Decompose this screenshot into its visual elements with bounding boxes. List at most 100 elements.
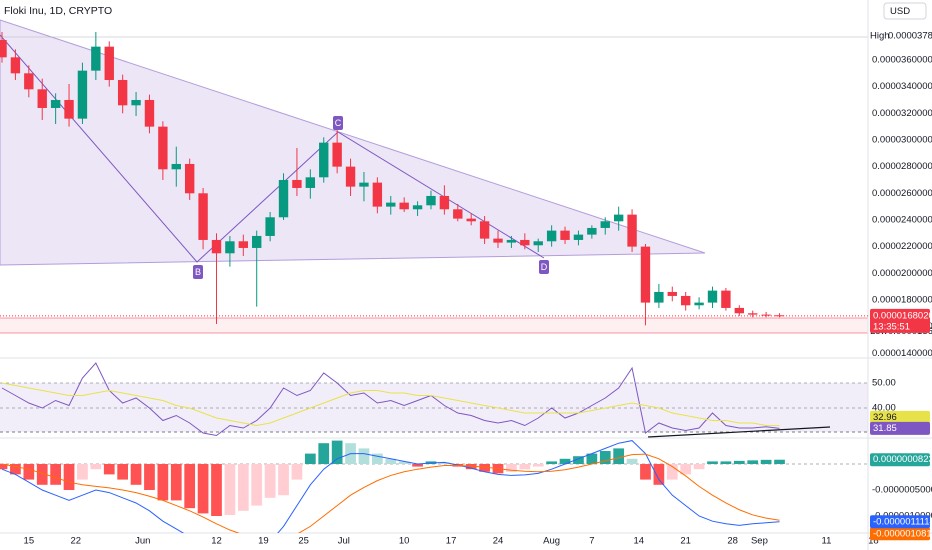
chart-title: Floki Inu, 1D, CRYPTO: [4, 5, 112, 17]
rsi-ma-badge: 32.96: [873, 412, 897, 423]
pane: [0, 362, 868, 437]
candle-body: [439, 195, 450, 210]
histogram-bar: [50, 463, 61, 485]
rsi-badge: 31.85: [873, 423, 897, 434]
candle-body: [238, 241, 248, 248]
x-tick-label: 7: [589, 536, 594, 547]
histogram-bar: [653, 463, 665, 485]
candle-body: [332, 142, 342, 167]
y-tick-label: 0.0000260000: [872, 188, 932, 199]
x-tick-label: 25: [298, 536, 309, 547]
histogram-bar: [211, 463, 222, 516]
macd-badge: -0.0000011114: [873, 516, 932, 527]
candle-body: [774, 315, 785, 317]
histogram-bar: [184, 463, 196, 509]
histogram-bar: [760, 459, 772, 464]
histogram-bar: [720, 461, 732, 464]
histogram-bar: [666, 463, 678, 480]
y-tick-label: 50.00: [872, 378, 896, 389]
histogram-bar: [144, 463, 155, 490]
x-tick-label: Jul: [338, 536, 350, 547]
histogram-bar: [224, 463, 236, 515]
candle-body: [426, 195, 436, 206]
x-tick-label: 14: [633, 536, 644, 547]
last-price: 0.0000168020: [873, 310, 932, 321]
x-tick-label: Aug: [543, 536, 560, 547]
y-tick-label: 0.0000140000: [872, 348, 932, 359]
candle-body: [144, 99, 155, 127]
macd-badge-bg: [870, 515, 930, 529]
point-label: C: [335, 118, 342, 128]
indicator-line: [1, 453, 780, 533]
candle-body: [37, 89, 47, 108]
candle-body: [64, 99, 74, 119]
histogram-bar: [264, 463, 276, 498]
candle-body: [104, 46, 114, 80]
candle-body: [748, 313, 758, 315]
candle-body: [305, 177, 316, 188]
x-tick-label: 11: [822, 536, 832, 547]
histogram-bar: [304, 453, 316, 464]
last-price-bg: [870, 308, 930, 333]
signal-badge: -0.0000010813: [873, 528, 932, 539]
signal-badge-bg: [870, 527, 930, 541]
rsi-ma-badge-bg: [870, 410, 930, 424]
candle-body: [386, 202, 396, 207]
candle-body: [587, 227, 597, 235]
candle-body: [117, 79, 128, 106]
candle-body: [171, 163, 181, 170]
histogram-bar: [626, 458, 638, 464]
x-tick-label: 18: [868, 536, 879, 547]
x-tick-label: 12: [211, 536, 222, 547]
histogram-bar: [613, 448, 625, 464]
candle-body: [761, 314, 771, 316]
point-label: B: [195, 267, 201, 277]
candle-body: [600, 221, 610, 228]
candle-body: [613, 214, 624, 222]
candle-body: [479, 221, 490, 239]
y-tick-label: 0.0000180000: [872, 294, 932, 305]
histogram-bar: [479, 463, 490, 472]
y-tick-label: 40.00: [872, 403, 896, 414]
candle-body: [131, 99, 141, 106]
triangle-pattern: [0, 19, 706, 266]
point-badge: [333, 116, 343, 130]
histogram-bar: [385, 458, 397, 464]
y-tick-label: 0.0000340000: [872, 81, 932, 92]
candle-body: [265, 217, 275, 236]
histogram-bar: [680, 463, 692, 475]
histogram-bar: [117, 463, 129, 480]
currency-label[interactable]: USD: [890, 6, 910, 17]
candle-body: [734, 307, 744, 314]
candle-body: [707, 290, 718, 303]
currency-button[interactable]: [883, 2, 927, 20]
candle-body: [667, 291, 677, 296]
y-tick-label: 0.0000300000: [872, 134, 932, 145]
candle-body: [319, 142, 329, 178]
zone: [0, 318, 868, 333]
candle-body: [278, 179, 289, 218]
candle-body: [453, 209, 463, 219]
histogram-bar: [197, 463, 209, 514]
x-tick-label: 15: [24, 536, 35, 547]
histogram-bar: [63, 463, 75, 490]
y-tick-label: 0.0000360000: [872, 55, 932, 66]
histogram-bar: [77, 463, 88, 480]
candle-body: [252, 235, 262, 248]
histogram-bar: [439, 462, 450, 464]
histogram-bar: [10, 463, 21, 475]
y-tick-label: 0.0000200000: [872, 268, 932, 279]
histogram-bar: [90, 463, 102, 470]
histogram-bar: [599, 450, 611, 464]
candle-body: [292, 179, 302, 188]
histogram-bar: [170, 463, 182, 501]
candle-body: [50, 99, 61, 108]
candle-body: [91, 46, 101, 71]
candle-body: [184, 163, 195, 194]
indicator-line: [1, 362, 780, 437]
histogram-bar: [465, 463, 477, 470]
candle-body: [493, 238, 503, 243]
hist-badge-bg: [870, 453, 930, 467]
point-badge: [539, 260, 549, 274]
